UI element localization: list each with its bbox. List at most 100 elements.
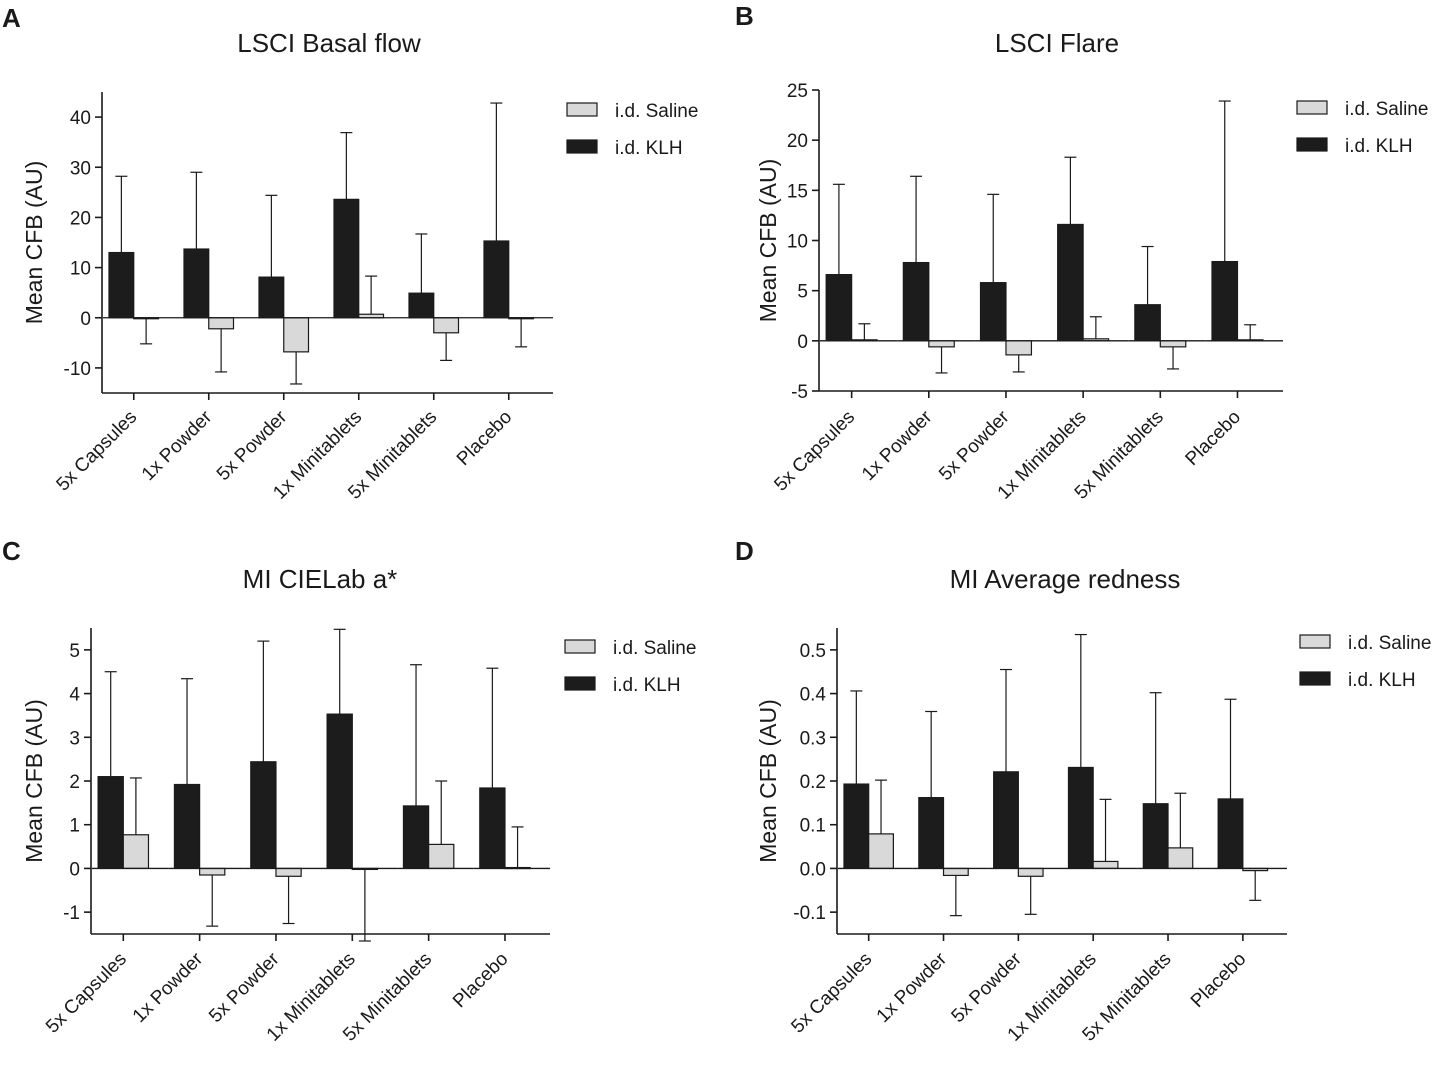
category-label: 1x Powder <box>138 406 217 485</box>
bar-klh <box>1067 766 1094 870</box>
category-label: Placebo <box>1182 407 1245 470</box>
legend-swatch-saline <box>1296 100 1328 115</box>
panel-letter: C <box>2 536 21 566</box>
y-tick-label: 0.0 <box>800 859 826 880</box>
category-label: 5x Capsules <box>787 949 876 1038</box>
category-label: 5x Powder <box>205 948 284 1027</box>
bar-saline <box>1167 847 1194 870</box>
category-label: Placebo <box>449 949 512 1012</box>
bar-saline <box>1092 860 1119 870</box>
y-tick-label: 0.3 <box>800 728 826 749</box>
bar-klh <box>1211 260 1239 342</box>
y-tick-label: 30 <box>70 158 91 179</box>
category-label: 5x Capsules <box>52 407 141 496</box>
legend-label: i.d. KLH <box>613 675 681 696</box>
bar-klh <box>843 783 870 870</box>
bar-saline <box>1005 340 1033 356</box>
category-label: Placebo <box>1187 949 1250 1012</box>
y-axis-label: Mean CFB (AU) <box>755 159 781 323</box>
bar-saline <box>942 867 969 877</box>
bar-saline <box>199 867 226 876</box>
bar-klh <box>1142 803 1169 870</box>
bar-saline <box>868 833 894 870</box>
bar-klh <box>258 276 285 319</box>
panel-letter: D <box>735 536 754 566</box>
legend-swatch-saline <box>564 639 596 654</box>
legend-swatch-saline <box>1299 634 1331 649</box>
category-label: 1x Powder <box>129 948 208 1027</box>
legend-label: i.d. Saline <box>1345 99 1428 120</box>
bar-klh <box>979 282 1007 342</box>
bar-klh <box>173 783 201 870</box>
y-tick-label: 5 <box>69 641 80 662</box>
category-label: 1x Powder <box>873 948 952 1027</box>
legend-swatch-klh <box>1299 671 1331 686</box>
category-label: 5x Powder <box>213 406 292 485</box>
bar-klh <box>483 240 510 319</box>
bar-klh <box>479 787 506 870</box>
bar-saline <box>1017 867 1044 877</box>
y-axis-label: Mean CFB (AU) <box>755 699 781 863</box>
category-label: 1x Powder <box>858 406 937 485</box>
panel-letter: A <box>2 3 21 33</box>
legend-label: i.d. Saline <box>613 638 696 659</box>
y-tick-label: 1 <box>69 816 80 837</box>
bar-saline <box>1159 340 1187 348</box>
y-tick-label: 10 <box>787 232 808 253</box>
category-label: 5x Capsules <box>42 949 131 1038</box>
y-tick-label: 0.2 <box>800 772 826 793</box>
bar-klh <box>1057 223 1084 342</box>
y-axis-label: Mean CFB (AU) <box>21 699 47 863</box>
bar-klh <box>326 713 353 870</box>
y-tick-label: 10 <box>70 259 91 280</box>
legend-swatch-klh <box>564 676 596 691</box>
chart-title: MI Average redness <box>950 564 1181 594</box>
bar-saline <box>275 867 302 877</box>
panel-d: D MI Average redness Mean CFB (AU) -0.1 0.0 0… <box>735 536 1431 1046</box>
category-label: Placebo <box>453 407 516 470</box>
y-tick-label: 25 <box>787 81 808 102</box>
legend-swatch-klh <box>1296 137 1328 152</box>
y-tick-label: -0.1 <box>793 903 826 924</box>
bar-klh <box>108 251 135 319</box>
legend-label: i.d. KLH <box>1345 136 1413 157</box>
y-tick-label: -1 <box>63 903 80 924</box>
panel-a: A LSCI Basal flow Mean CFB (AU) -10 0 10 20 30 4… <box>2 3 698 504</box>
legend-label: i.d. Saline <box>1348 633 1431 654</box>
y-tick-label: 40 <box>70 108 91 129</box>
chart-title: MI CIELab a* <box>243 564 398 594</box>
legend-swatch-saline <box>566 102 598 117</box>
y-tick-label: -10 <box>64 359 91 380</box>
chart-title: LSCI Flare <box>995 28 1119 58</box>
bar-klh <box>250 761 277 870</box>
bar-klh <box>918 797 945 870</box>
panel-letter: B <box>735 1 754 31</box>
y-axis-label: Mean CFB (AU) <box>21 161 47 325</box>
y-tick-label: 3 <box>69 728 80 749</box>
legend-label: i.d. KLH <box>615 138 683 159</box>
y-tick-label: 20 <box>70 208 91 229</box>
y-tick-label: 0 <box>80 309 91 330</box>
chart-title: LSCI Basal flow <box>237 28 421 58</box>
legend-label: i.d. KLH <box>1348 670 1416 691</box>
bar-klh <box>408 292 435 319</box>
y-tick-label: 0.1 <box>800 816 826 837</box>
bar-klh <box>1217 798 1244 870</box>
bar-klh <box>183 248 210 319</box>
y-tick-label: 0.5 <box>800 641 826 662</box>
bar-klh <box>97 776 124 870</box>
bar-saline <box>428 843 455 870</box>
y-tick-label: 20 <box>787 131 808 152</box>
bar-klh <box>825 274 853 342</box>
bar-saline <box>122 834 150 870</box>
bar-klh <box>993 771 1019 870</box>
y-tick-label: 4 <box>69 685 80 706</box>
bar-klh <box>902 261 930 342</box>
y-tick-label: 5 <box>797 282 808 303</box>
y-tick-label: 15 <box>787 181 808 202</box>
bar-saline <box>433 317 460 334</box>
y-tick-label: 2 <box>69 772 80 793</box>
y-tick-label: 0 <box>797 332 808 353</box>
bar-saline <box>283 317 310 353</box>
